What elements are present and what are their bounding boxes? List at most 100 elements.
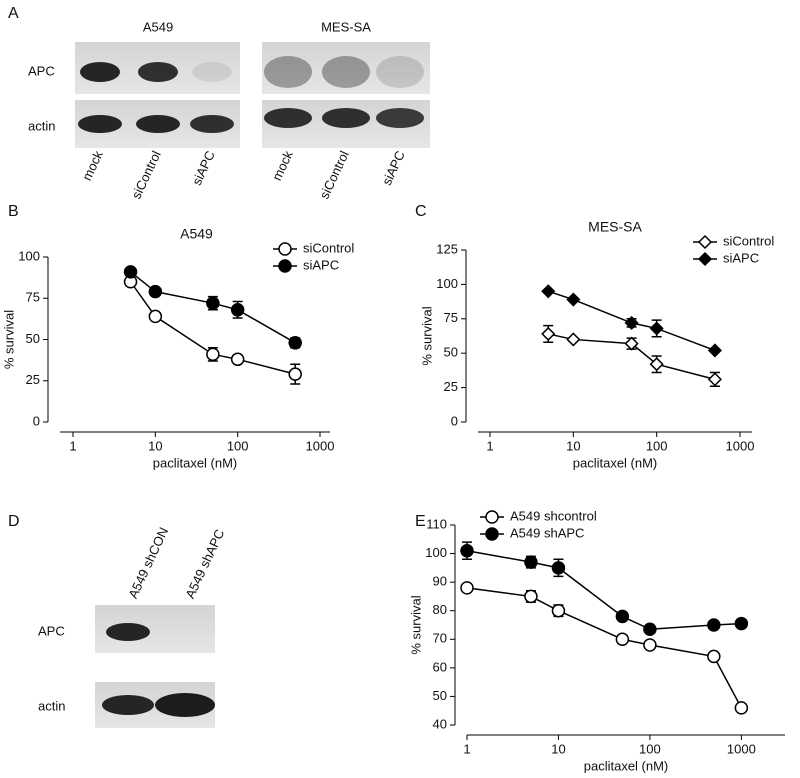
marker — [734, 616, 749, 631]
marker — [643, 638, 657, 652]
band — [264, 56, 312, 88]
marker — [460, 543, 474, 558]
legend-label: siAPC — [723, 250, 759, 265]
band — [190, 115, 234, 133]
x-tick-label: 1 — [69, 438, 76, 453]
y-tick-label: 50 — [444, 345, 458, 360]
y-tick-label: 100 — [18, 248, 40, 263]
marker — [460, 581, 474, 595]
band — [136, 115, 180, 133]
legend-marker — [697, 234, 713, 250]
y-tick-label: 125 — [436, 241, 458, 256]
band — [155, 693, 215, 717]
marker — [566, 292, 581, 307]
chart-title: MES-SA — [588, 219, 642, 235]
marker — [288, 367, 302, 381]
panel-label: A — [8, 5, 19, 22]
band — [322, 56, 370, 88]
legend-marker — [278, 259, 292, 273]
y-tick-label: 100 — [436, 276, 458, 291]
x-tick-label: 1 — [463, 741, 470, 756]
row-label: APC — [38, 623, 65, 638]
band — [322, 108, 370, 128]
marker — [206, 347, 220, 362]
marker — [707, 372, 722, 387]
legend-label: A549 shAPC — [510, 525, 584, 540]
marker — [524, 589, 538, 604]
x-tick-label: 100 — [646, 438, 668, 453]
x-tick-label: 100 — [639, 741, 661, 756]
marker — [541, 326, 556, 341]
y-tick-label: 0 — [451, 413, 458, 428]
marker — [615, 609, 630, 624]
panel-label: D — [8, 513, 20, 530]
panel-label: C — [415, 203, 427, 220]
band — [376, 108, 424, 128]
row-label: APC — [28, 63, 55, 78]
lane-label: A549 shCON — [125, 525, 171, 601]
legend-marker — [278, 242, 292, 256]
series-line — [466, 549, 742, 631]
x-axis-label: paclitaxel (nM) — [573, 455, 658, 470]
blot-background — [262, 42, 430, 94]
marker — [148, 284, 163, 299]
legend-marker — [485, 527, 499, 541]
y-tick-label: 25 — [26, 372, 40, 387]
legend-label: siControl — [303, 240, 354, 255]
band — [80, 62, 120, 82]
band — [376, 56, 424, 88]
marker — [541, 284, 556, 299]
y-tick-label: 50 — [433, 688, 447, 703]
marker — [624, 336, 639, 351]
x-tick-label: 1000 — [306, 438, 335, 453]
marker — [288, 336, 302, 350]
marker — [624, 315, 639, 330]
x-tick-label: 100 — [227, 438, 249, 453]
y-axis-label: % survival — [1, 310, 16, 369]
y-tick-label: 0 — [33, 413, 40, 428]
y-tick-label: 50 — [26, 331, 40, 346]
y-tick-label: 70 — [433, 631, 447, 646]
x-tick-label: 10 — [148, 438, 162, 453]
lane-label: siControl — [129, 148, 164, 201]
lane-label: siControl — [317, 148, 352, 201]
y-tick-label: 75 — [444, 310, 458, 325]
marker — [707, 343, 722, 358]
x-tick-label: 10 — [551, 741, 565, 756]
lane-label: siAPC — [189, 148, 218, 187]
x-tick-label: 10 — [566, 438, 580, 453]
x-axis-label: paclitaxel (nM) — [153, 455, 238, 470]
band — [192, 62, 232, 82]
y-tick-label: 40 — [433, 716, 447, 731]
legend-marker — [485, 510, 499, 524]
band — [78, 115, 122, 133]
marker — [707, 649, 721, 664]
marker — [707, 618, 721, 632]
marker — [615, 632, 630, 647]
y-tick-label: 100 — [425, 545, 447, 560]
marker — [230, 303, 245, 317]
band — [138, 62, 178, 82]
marker — [566, 332, 581, 347]
x-tick-label: 1000 — [727, 741, 756, 756]
row-label: actin — [38, 698, 65, 713]
y-axis-label: % survival — [419, 306, 434, 365]
marker — [206, 296, 220, 310]
marker — [649, 321, 664, 336]
marker — [148, 309, 163, 324]
y-tick-label: 90 — [433, 574, 447, 589]
row-label: actin — [28, 118, 55, 133]
marker — [643, 622, 657, 637]
panel-label: B — [8, 203, 19, 220]
lane-label: A549 shAPC — [182, 527, 227, 601]
marker — [551, 561, 566, 575]
legend-label: A549 shcontrol — [510, 508, 597, 523]
band — [264, 108, 312, 128]
legend-marker — [697, 251, 713, 267]
x-tick-label: 1 — [486, 438, 493, 453]
legend-label: siControl — [723, 233, 774, 248]
lane-label: siAPC — [379, 148, 408, 187]
group-label: A549 — [143, 19, 173, 34]
marker — [734, 701, 749, 715]
